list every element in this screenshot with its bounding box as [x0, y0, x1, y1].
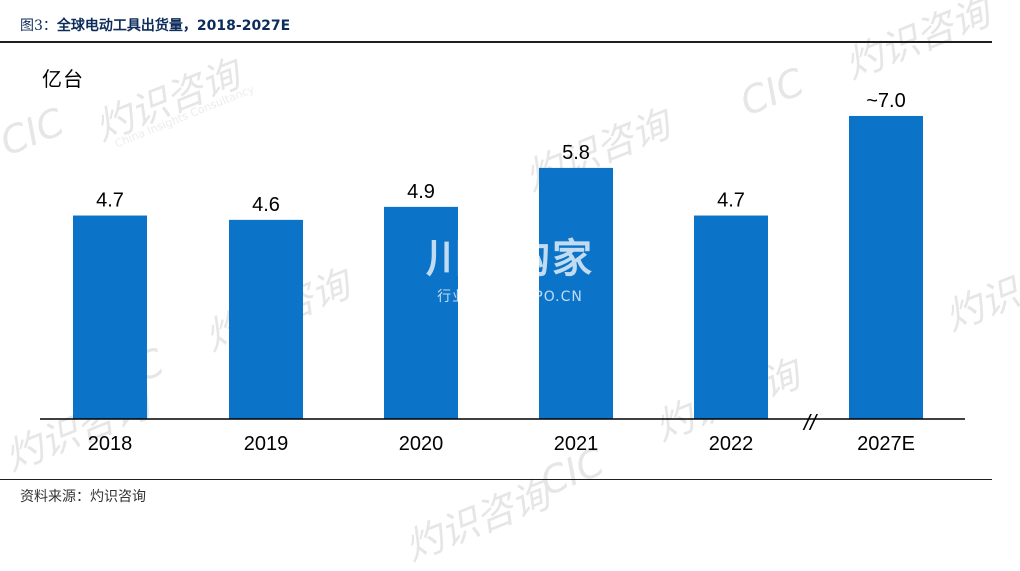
bar-2027E — [849, 115, 923, 419]
data-label-2022: 4.7 — [717, 190, 745, 212]
bar-2021 — [539, 167, 613, 419]
data-label-2018: 4.7 — [96, 190, 124, 212]
data-label-2027E: ~7.0 — [866, 90, 905, 112]
bar-chart: 4.7 4.6 4.9 5.8 4.7 ~7.0 2018 2019 2020 2021 2022… — [40, 90, 965, 455]
figure-title: 全球电动工具出货量，2018-2027E — [56, 18, 291, 34]
unit-label: 亿台 — [42, 67, 84, 91]
bar-2022 — [694, 215, 768, 419]
figure-number: 图3： — [20, 18, 57, 34]
x-tick-label-2018: 2018 — [88, 433, 133, 455]
bottom-rule — [0, 479, 992, 480]
x-tick-label-2019: 2019 — [244, 433, 289, 455]
top-rule — [0, 41, 992, 43]
data-label-2020: 4.9 — [407, 181, 435, 203]
bar-2019 — [229, 219, 303, 419]
x-tick-label-2027E: 2027E — [857, 433, 915, 455]
bar-2020 — [384, 206, 458, 419]
bar-2018 — [73, 215, 147, 419]
figure-header: 图3：全球电动工具出货量，2018-2027E — [20, 14, 290, 38]
x-tick-label-2021: 2021 — [554, 433, 599, 455]
source-note: 资料来源：灼识咨询 — [20, 489, 146, 505]
data-label-2021: 5.8 — [562, 142, 590, 164]
data-label-2019: 4.6 — [252, 194, 280, 216]
x-tick-label-2022: 2022 — [709, 433, 754, 455]
axis-break-mark: // — [802, 410, 818, 435]
x-tick-label-2020: 2020 — [399, 433, 444, 455]
